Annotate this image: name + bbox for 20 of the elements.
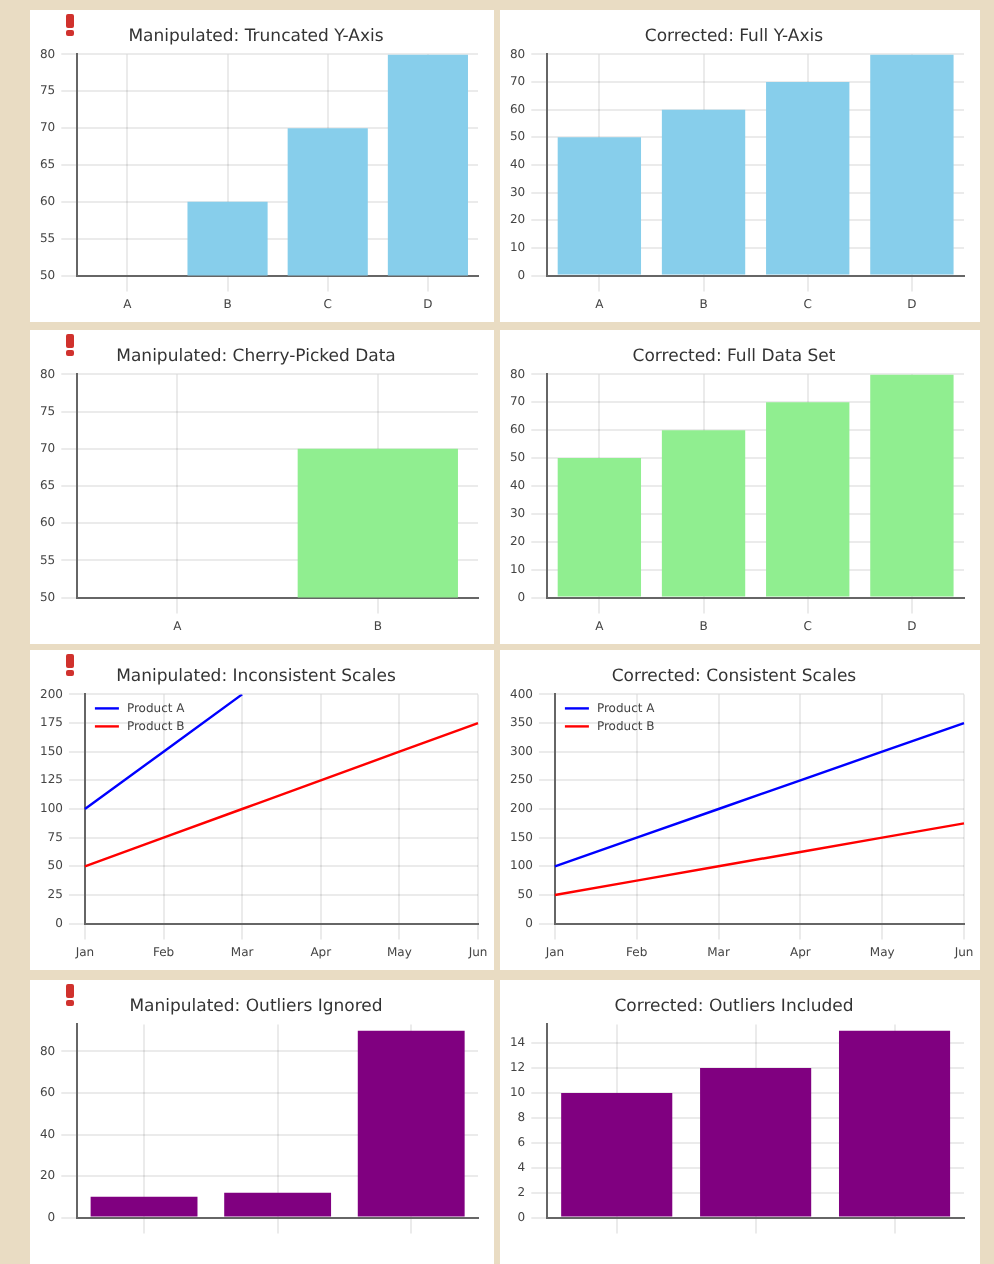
bar [90, 1196, 198, 1217]
bar [561, 1092, 673, 1217]
bar [766, 402, 850, 597]
chart-title: Manipulated: Truncated Y-Axis [128, 26, 385, 47]
bar [766, 82, 850, 275]
bar [357, 1030, 465, 1217]
bar [838, 1030, 951, 1217]
chart-title: Corrected: Outliers Included [614, 996, 854, 1017]
bar [557, 137, 642, 275]
chart-title: Corrected: Consistent Scales [611, 666, 858, 687]
chart-title: Corrected: Full Data Set [632, 346, 837, 367]
bar [661, 109, 746, 275]
chart-title: Manipulated: Inconsistent Scales [116, 666, 397, 687]
chart-title: Corrected: Full Y-Axis [644, 26, 825, 47]
chart-title: Manipulated: Outliers Ignored [129, 996, 383, 1017]
bar [224, 1192, 332, 1217]
bar [661, 430, 746, 597]
bar [557, 458, 642, 597]
bar [700, 1068, 812, 1217]
chart-title: Manipulated: Cherry-Picked Data [116, 346, 396, 367]
